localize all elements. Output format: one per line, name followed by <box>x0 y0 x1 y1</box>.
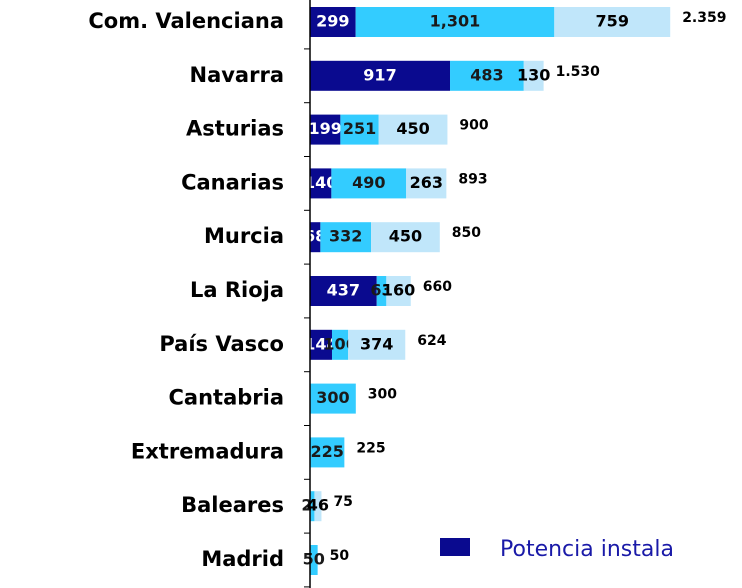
category-label: País Vasco <box>159 332 284 356</box>
data-label: 160 <box>382 281 415 300</box>
total-label: 660 <box>423 279 452 295</box>
category-label: Extremadura <box>131 439 284 463</box>
category-label: Asturias <box>186 117 284 141</box>
bar-segment <box>310 329 332 360</box>
bar-segment <box>310 7 356 37</box>
bar-segment <box>320 222 372 253</box>
data-label: 450 <box>396 119 429 138</box>
data-label: 263 <box>410 173 443 192</box>
legend-swatch <box>440 538 470 556</box>
data-label: 917 <box>363 65 396 84</box>
bar-segment <box>310 491 315 522</box>
data-label: 300 <box>316 388 349 407</box>
category-label: Murcia <box>204 224 284 248</box>
data-label: 50 <box>303 550 325 569</box>
bar-segment <box>314 491 322 522</box>
bar-segment <box>406 168 447 199</box>
bar-segment <box>371 222 440 253</box>
bar-segment <box>386 276 411 306</box>
category-label: Navarra <box>190 63 285 87</box>
category-label: Com. Valenciana <box>88 9 284 33</box>
total-label: 850 <box>452 225 481 241</box>
bar-segment <box>310 276 377 306</box>
data-label: 299 <box>316 12 349 31</box>
data-label: 46 <box>307 496 329 515</box>
total-label: 75 <box>333 494 352 510</box>
bar-segment <box>378 114 448 145</box>
bar-segment <box>348 329 406 360</box>
bar-segment <box>310 437 345 468</box>
data-label: 130 <box>517 65 550 84</box>
data-label: 450 <box>389 227 422 246</box>
legend-label: Potencia instala <box>500 537 674 562</box>
total-label: 1.530 <box>556 64 601 80</box>
total-label: 50 <box>330 548 350 564</box>
bar-segment <box>554 7 671 37</box>
data-label: 759 <box>596 12 629 31</box>
bar-segment <box>523 60 544 91</box>
data-label: 332 <box>329 227 362 246</box>
data-label: 140 <box>304 173 337 192</box>
data-label: 144 <box>304 334 337 353</box>
bar-segment <box>355 7 555 37</box>
total-label: 225 <box>356 440 385 456</box>
bar-segment <box>310 222 321 253</box>
data-label: 251 <box>343 119 376 138</box>
data-label: 199 <box>308 119 341 138</box>
bar-segment <box>310 168 332 199</box>
category-label: La Rioja <box>190 278 284 302</box>
total-label: 300 <box>368 387 397 403</box>
bar-segment <box>340 114 379 145</box>
bar-segment <box>331 168 407 199</box>
data-label: 437 <box>327 281 360 300</box>
bar-segment <box>376 276 387 306</box>
data-label: 225 <box>310 442 343 461</box>
data-label: 1,301 <box>430 12 481 31</box>
bar-segment <box>310 60 451 91</box>
category-label: Canarias <box>181 170 284 194</box>
bar-segment <box>331 329 349 360</box>
category-label: Madrid <box>201 547 284 571</box>
total-label: 893 <box>458 171 487 187</box>
category-label: Baleares <box>181 493 284 517</box>
total-label: 2.359 <box>682 10 726 26</box>
bar-segment <box>450 60 524 91</box>
category-label: Cantabria <box>169 386 285 410</box>
data-label: 490 <box>352 173 385 192</box>
bar-segment <box>310 114 341 145</box>
bar-segment <box>310 545 318 575</box>
data-label: 374 <box>360 334 393 353</box>
total-label: 624 <box>417 333 446 349</box>
total-label: 900 <box>459 118 488 134</box>
data-label: 483 <box>470 65 503 84</box>
bar-segment <box>310 383 356 414</box>
